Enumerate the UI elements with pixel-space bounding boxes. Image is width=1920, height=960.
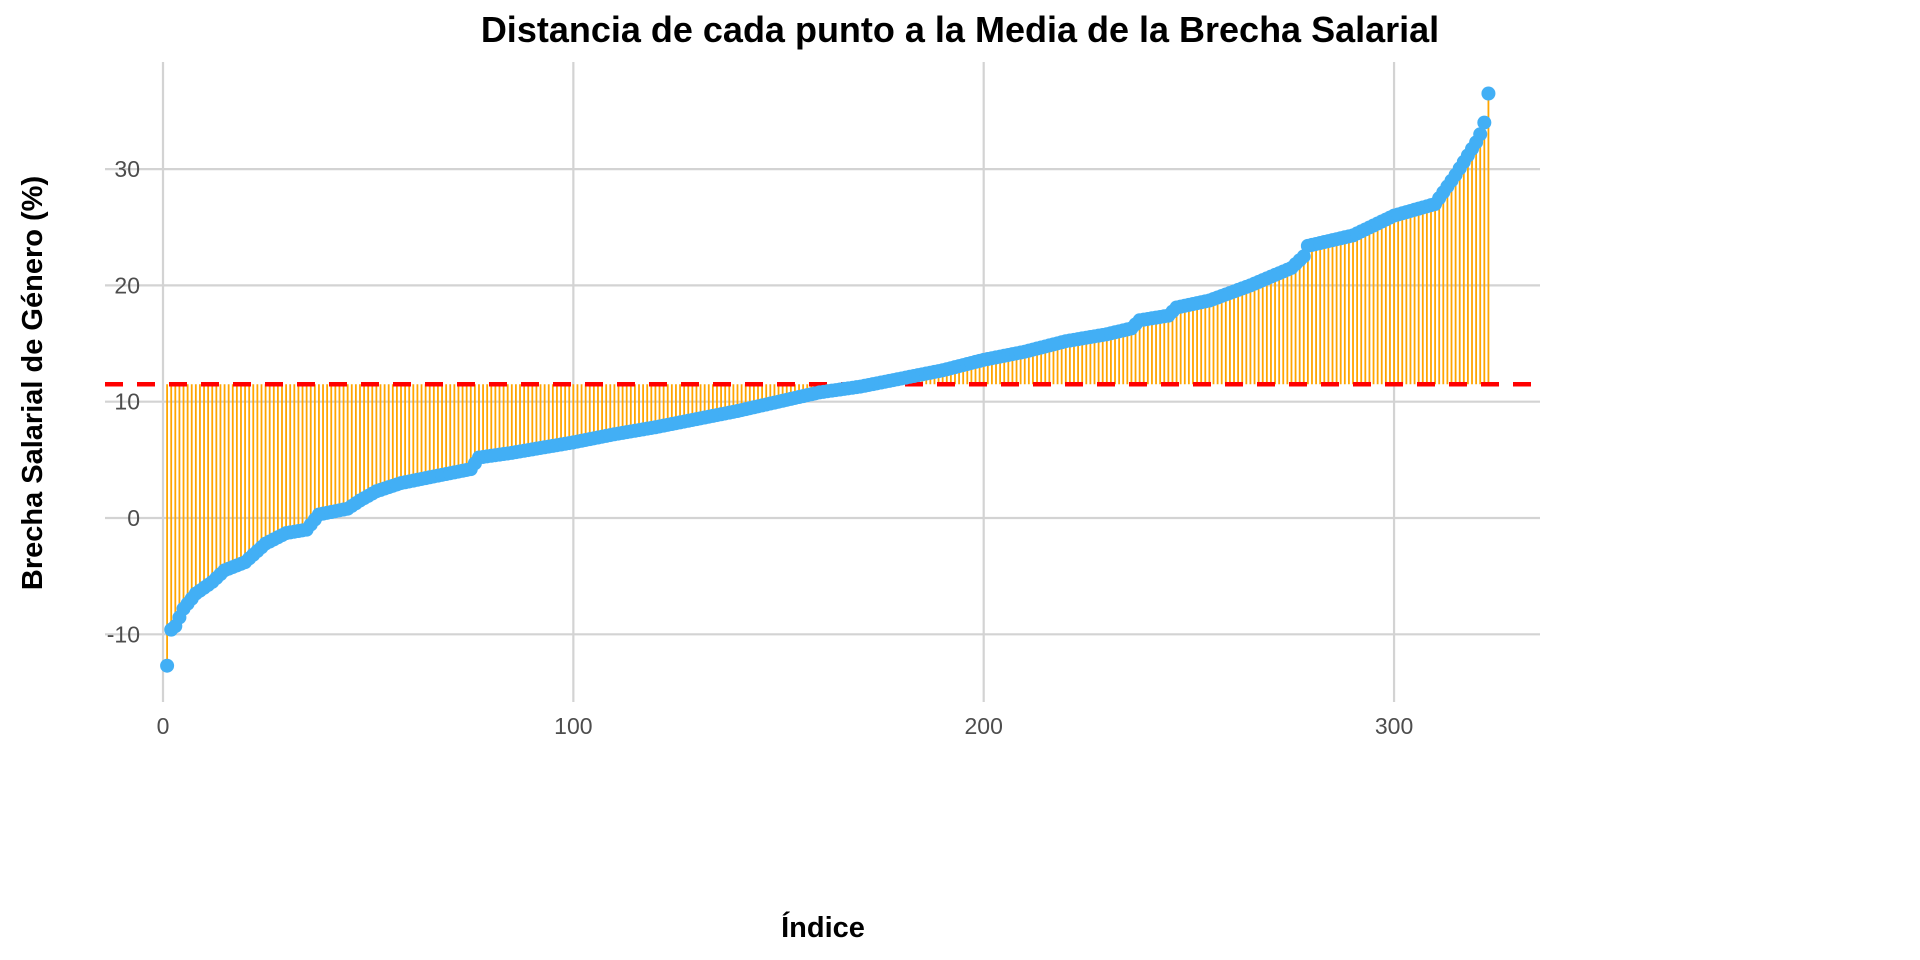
- y-tick-label: 30: [114, 156, 140, 182]
- x-tick-label: 100: [554, 713, 592, 739]
- y-tick-label: -10: [107, 621, 140, 647]
- chart-title: Distancia de cada punto a la Media de la…: [481, 9, 1439, 50]
- x-tick-label: 300: [1375, 713, 1413, 739]
- data-point: [160, 658, 175, 673]
- x-axis-title: Índice: [781, 910, 865, 944]
- points: [160, 86, 1496, 673]
- y-tick-label: 0: [127, 505, 140, 531]
- data-point: [1481, 86, 1496, 101]
- y-tick-label: 10: [114, 389, 140, 415]
- x-tick-label: 200: [965, 713, 1003, 739]
- data-point: [1473, 127, 1488, 142]
- data-point: [1477, 115, 1492, 130]
- y-axis-title: Brecha Salarial de Género (%): [17, 176, 49, 590]
- x-tick-label: 0: [157, 713, 170, 739]
- y-tick-label: 20: [114, 272, 140, 298]
- segments: [166, 93, 1490, 666]
